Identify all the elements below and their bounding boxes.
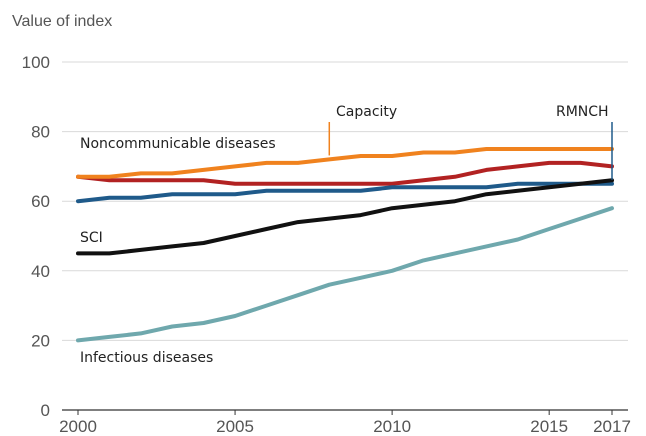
x-tick-label-2015: 2015 [530,417,568,436]
y-tick-label-80: 80 [31,123,50,142]
series-label-capacity: Capacity [336,104,397,120]
series-label-noncommunicable-diseases: Noncommunicable diseases [80,136,276,152]
y-tick-label-40: 40 [31,262,50,281]
y-axis-title: Value of index [12,13,112,30]
series-label-sci: SCI [80,230,103,246]
series-line-sci [76,178,614,256]
y-tick-label-100: 100 [22,53,50,72]
x-tick-label-2010: 2010 [373,417,411,436]
y-tick-label-0: 0 [41,401,50,420]
grid-layer [62,61,628,341]
series-label-rmnch: RMNCH [556,104,609,120]
x-tick-label-2005: 2005 [216,417,254,436]
series-line-capacity [76,147,614,179]
series-line-rmnch [76,181,614,204]
series-label-infectious-diseases: Infectious diseases [80,350,213,366]
x-tick-label-2017: 2017 [593,417,631,436]
y-tick-label-60: 60 [31,192,50,211]
series-line-infectious-diseases [76,206,614,343]
x-tick-label-2000: 2000 [59,417,97,436]
axis-layer: 0 20 40 60 80 100 2000 2005 2010 2015 2017 [22,53,631,436]
y-tick-label-20: 20 [31,331,50,350]
series-label-layer: Noncommunicable diseases Capacity RMNCH SCI… [80,104,613,366]
series-line-noncommunicable-diseases [76,160,614,186]
series-layer [76,147,614,343]
